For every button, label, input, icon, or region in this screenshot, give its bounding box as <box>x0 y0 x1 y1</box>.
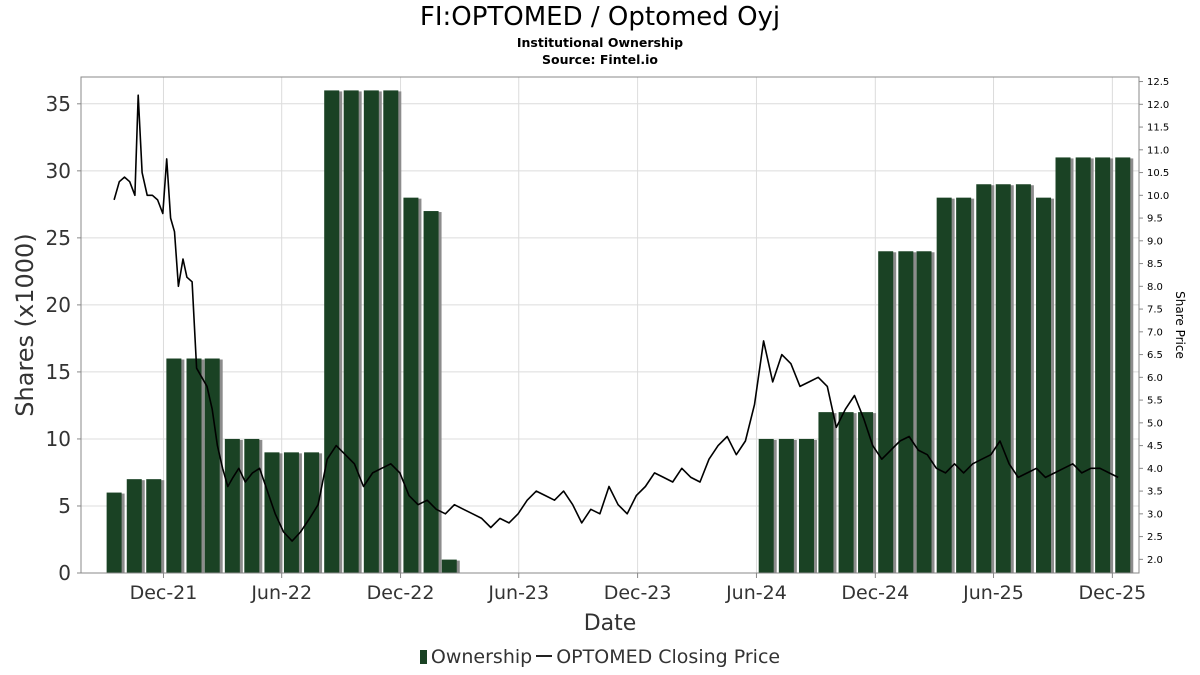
ownership-bar <box>798 438 814 573</box>
y2-tick-label: 6.5 <box>1147 350 1163 361</box>
ownership-bar <box>1115 157 1131 573</box>
x-tick-label: Jun-23 <box>487 582 549 604</box>
y2-tick-label: 11.0 <box>1147 145 1169 156</box>
ownership-bar <box>204 358 220 573</box>
y2-tick-label: 2.5 <box>1147 532 1163 543</box>
ownership-bar <box>1015 184 1031 574</box>
ownership-bar <box>778 438 794 573</box>
y2-tick-label: 6.0 <box>1147 373 1163 384</box>
chart-subtitle: Institutional Ownership <box>516 35 684 50</box>
chart-source: Source: Fintel.io <box>542 52 658 67</box>
y2-tick-label: 8.5 <box>1147 259 1163 270</box>
y-tick-label: 30 <box>46 159 71 183</box>
ownership-bar <box>858 412 874 573</box>
y-tick-label: 35 <box>46 92 71 116</box>
y-axis-label: Shares (x1000) <box>11 233 39 416</box>
ownership-bar <box>995 184 1011 574</box>
ownership-bar <box>838 412 854 573</box>
x-tick-label: Dec-21 <box>130 582 198 604</box>
ownership-bar <box>224 438 240 573</box>
ownership-bar <box>1095 157 1111 573</box>
y2-tick-label: 12.5 <box>1147 77 1169 88</box>
legend-price-label: OPTOMED Closing Price <box>556 646 781 668</box>
ownership-bar <box>283 452 299 573</box>
ownership-bar <box>976 184 992 574</box>
legend: Ownership OPTOMED Closing Price <box>0 646 1200 668</box>
y2-tick-label: 5.5 <box>1147 396 1163 407</box>
ownership-bar <box>878 251 894 573</box>
y2-tick-label: 9.5 <box>1147 214 1163 225</box>
x-tick-label: Dec-22 <box>367 582 435 604</box>
y2-tick-label: 3.0 <box>1147 509 1163 520</box>
y-tick-label: 15 <box>46 360 71 384</box>
y2-axis-label: Share Price <box>1173 291 1187 359</box>
ownership-bar <box>1055 157 1071 573</box>
ownership-bar <box>166 358 182 573</box>
plot-frame <box>80 76 1140 574</box>
y2-tick-label: 12.0 <box>1147 100 1169 111</box>
y-tick-label: 5 <box>58 494 71 518</box>
ownership-bar <box>936 197 952 573</box>
ownership-bar <box>186 358 202 573</box>
x-axis-label: Date <box>584 611 637 636</box>
legend-ownership-label: Ownership <box>430 646 533 668</box>
y2-tick-label: 10.0 <box>1147 191 1169 202</box>
ownership-bar <box>1075 157 1091 573</box>
price-line <box>113 94 1119 542</box>
ownership-bar <box>304 452 320 573</box>
legend-ownership-swatch <box>419 650 427 664</box>
x-tick-label: Dec-23 <box>604 582 672 604</box>
y2-tick-label: 3.5 <box>1147 487 1163 498</box>
ownership-bar <box>956 197 972 573</box>
y2-tick-label: 4.0 <box>1147 464 1163 475</box>
ownership-bars <box>106 90 1134 574</box>
ownership-bar <box>363 90 379 574</box>
ownership-bar <box>898 251 914 573</box>
y2-tick-label: 4.5 <box>1147 441 1163 452</box>
y2-tick-label: 7.5 <box>1147 305 1163 316</box>
y2-tick-label: 2.0 <box>1147 555 1163 566</box>
ownership-bar <box>146 479 162 573</box>
ownership-bar <box>758 438 774 573</box>
x-tick-label: Jun-22 <box>250 582 312 604</box>
ownership-bar <box>106 492 122 573</box>
chart-title: FI:OPTOMED / Optomed Oyj <box>419 2 781 32</box>
price-line-group <box>113 94 1119 542</box>
y2-tick-label: 10.5 <box>1147 168 1169 179</box>
y2-tick-label: 8.0 <box>1147 282 1163 293</box>
y2-tick-label: 9.0 <box>1147 236 1163 247</box>
y-tick-label: 0 <box>58 561 71 585</box>
x-tick-label: Dec-25 <box>1078 582 1146 604</box>
y2-tick-label: 11.5 <box>1147 123 1169 134</box>
x-tick-label: Jun-25 <box>962 582 1024 604</box>
ownership-bar <box>818 412 834 573</box>
x-tick-label: Dec-24 <box>841 582 909 604</box>
y-tick-label: 20 <box>46 293 71 317</box>
ownership-bar <box>383 90 399 574</box>
ownership-bar <box>343 90 359 574</box>
y-tick-label: 10 <box>46 427 71 451</box>
ownership-bar <box>264 452 280 573</box>
ownership-bar <box>126 479 142 573</box>
y2-tick-label: 7.0 <box>1147 327 1163 338</box>
y2-tick-label: 5.0 <box>1147 418 1163 429</box>
legend-price-swatch <box>536 655 553 657</box>
x-tick-label: Jun-24 <box>725 582 787 604</box>
ownership-bar <box>423 211 439 573</box>
y-axis: 0 5 10 15 20 25 30 35 <box>46 92 81 585</box>
y2-axis: 2.0 2.5 3.0 3.5 4.0 4.5 5.0 5.5 6.0 6.5 7.0 7.5 8.0 8… <box>1139 77 1169 566</box>
ownership-bar <box>1036 197 1052 573</box>
y-tick-label: 25 <box>46 226 71 250</box>
ownership-bar <box>916 251 932 573</box>
ownership-bar <box>403 197 419 573</box>
ownership-bar <box>324 90 340 574</box>
x-axis: Dec-21 Jun-22 Dec-22 Jun-23 Dec-23 Jun-24 Dec-… <box>130 573 1146 604</box>
ownership-bar <box>441 559 457 573</box>
ownership-bar <box>244 438 260 573</box>
